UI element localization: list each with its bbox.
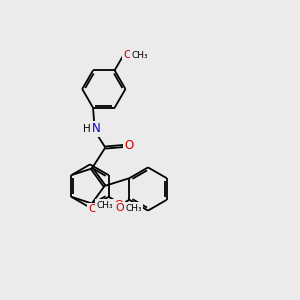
- Text: O: O: [88, 204, 97, 214]
- Text: O: O: [115, 200, 123, 210]
- Text: H: H: [82, 124, 90, 134]
- Text: CH₃: CH₃: [125, 203, 142, 212]
- Text: CH₃: CH₃: [97, 201, 113, 210]
- Text: O: O: [124, 139, 134, 152]
- Text: N: N: [92, 122, 101, 135]
- Text: O: O: [123, 50, 132, 60]
- Text: O: O: [116, 203, 124, 213]
- Text: CH₃: CH₃: [131, 51, 148, 60]
